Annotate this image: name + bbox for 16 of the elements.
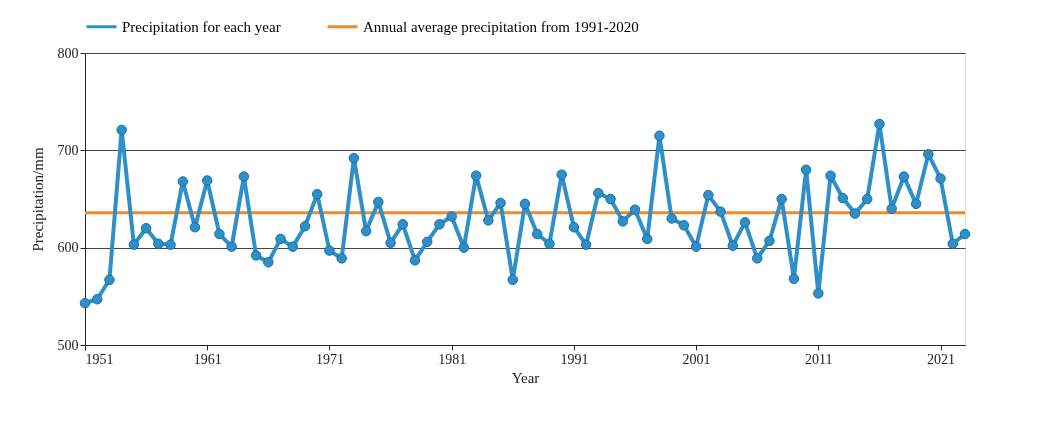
- y-tick-label: 600: [57, 240, 79, 256]
- x-tick-label: 1971: [315, 351, 344, 367]
- legend-label: Annual average precipitation from 1991-2020: [363, 18, 639, 35]
- legend-label: Precipitation for each year: [122, 18, 281, 35]
- y-axis-title: Precipitation/mm: [29, 147, 46, 252]
- x-tick-label: 1981: [438, 351, 467, 367]
- y-tick-label: 700: [57, 142, 79, 158]
- x-tick-label: 2021: [927, 351, 956, 367]
- x-tick-label: 1961: [193, 351, 222, 367]
- x-tick-label: 1991: [560, 351, 589, 367]
- x-tick-label: 1951: [85, 351, 114, 367]
- y-tick-label: 500: [57, 337, 79, 353]
- x-tick-label: 2001: [682, 351, 711, 367]
- x-axis-title: Year: [511, 369, 540, 386]
- x-tick-label: 2011: [805, 351, 833, 367]
- y-tick-label: 800: [57, 45, 79, 61]
